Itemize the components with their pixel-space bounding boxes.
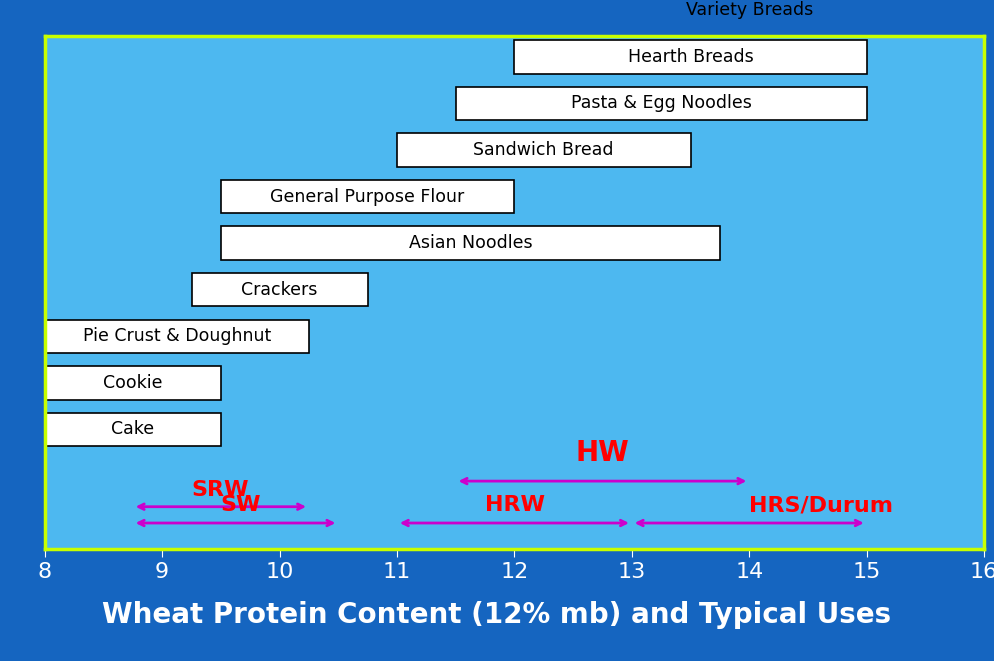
Bar [45,366,221,400]
Bar [397,134,691,167]
Text: HRW: HRW [485,495,545,515]
Text: Cake: Cake [111,420,154,438]
Text: HRS/Durum: HRS/Durum [749,495,894,515]
Text: Pie Crust & Doughnut: Pie Crust & Doughnut [83,327,271,345]
Bar [45,412,221,446]
Text: Variety Breads: Variety Breads [686,1,813,19]
Bar [221,180,515,214]
Text: Sandwich Bread: Sandwich Bread [473,141,614,159]
Text: Cookie: Cookie [103,374,163,392]
Text: Crackers: Crackers [242,281,318,299]
Text: General Purpose Flour: General Purpose Flour [270,188,465,206]
Bar [45,319,309,353]
Text: Wheat Protein Content (12% mb) and Typical Uses: Wheat Protein Content (12% mb) and Typic… [102,601,892,629]
Text: Asian Noodles: Asian Noodles [409,234,532,252]
Text: Pasta & Egg Noodles: Pasta & Egg Noodles [571,95,751,112]
Bar [192,273,368,307]
Bar [515,40,867,73]
Bar [632,0,867,27]
Bar [221,226,720,260]
Text: SW: SW [221,495,261,515]
Text: SRW: SRW [192,480,249,500]
Bar [455,87,867,120]
Text: Hearth Breads: Hearth Breads [627,48,753,66]
Text: HW: HW [576,439,629,467]
